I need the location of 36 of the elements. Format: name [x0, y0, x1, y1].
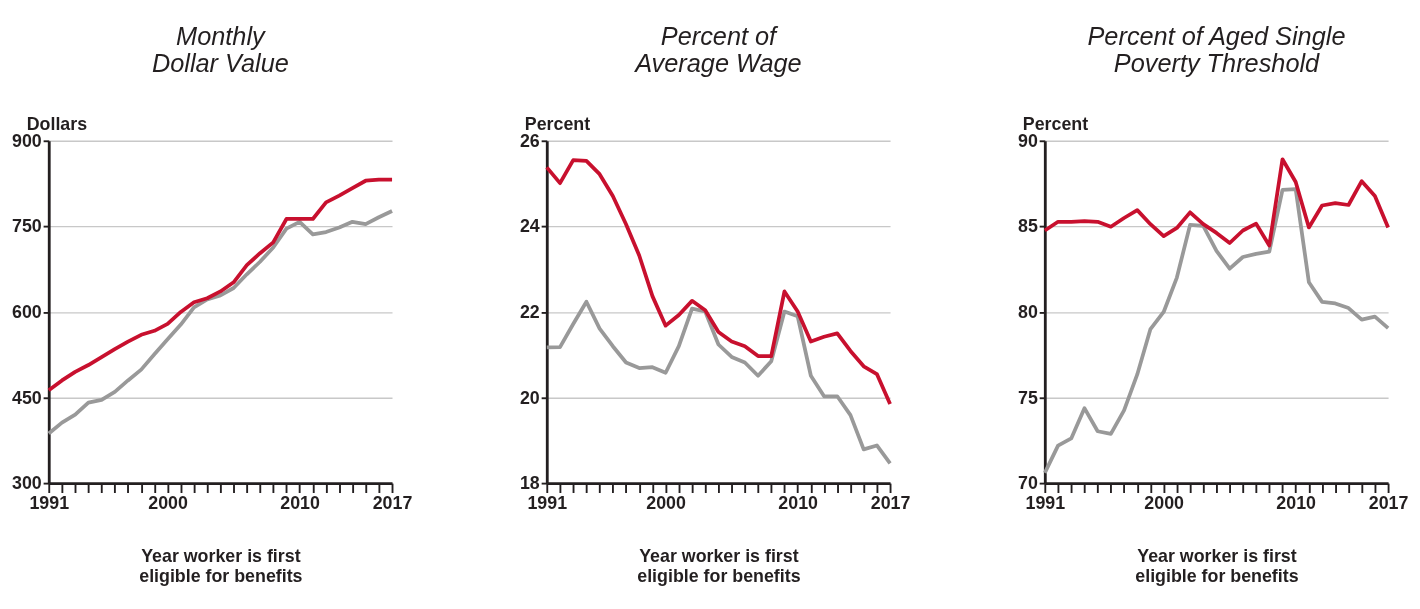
y-tick-label: 600	[12, 302, 42, 323]
x-tick-label: 2000	[646, 492, 686, 513]
x-tick-label: 1991	[527, 492, 568, 513]
x-tick-label: 2017	[372, 492, 413, 513]
y-tick-label: 24	[519, 216, 540, 237]
y-tick-label: 80	[1017, 302, 1038, 323]
y-tick-label: 450	[12, 387, 42, 408]
line-series	[1042, 157, 1390, 248]
x-tick-label: 2010	[280, 492, 320, 513]
chart-title: Monthly Dollar Value	[151, 22, 289, 78]
y-tick-label: 22	[519, 302, 540, 323]
x-tick-label: 2010	[778, 492, 819, 513]
x-tick-label: 2000	[1144, 492, 1185, 513]
x-axis-title: Year worker is first eligible for benefits	[637, 546, 801, 587]
chart-title: Percent of Average Wage	[633, 22, 802, 78]
line-series	[544, 158, 892, 406]
line-series	[1042, 187, 1390, 475]
x-tick-label: 2010	[1276, 492, 1317, 513]
chart-title: Percent of Aged Single Poverty Threshold	[1087, 22, 1346, 78]
y-tick-label: 85	[1017, 216, 1038, 237]
line-series	[46, 177, 394, 393]
y-tick-label: 750	[12, 216, 42, 237]
x-tick-label: 2017	[1368, 492, 1409, 513]
y-tick-label: 300	[12, 473, 42, 494]
line-series	[46, 209, 394, 436]
y-tick-label: 18	[519, 473, 540, 494]
x-tick-label: 2000	[148, 492, 188, 513]
y-tick-label: 20	[519, 387, 540, 408]
x-tick-label: 1991	[1025, 492, 1066, 513]
x-tick-label: 1991	[29, 492, 70, 513]
line-series	[544, 299, 892, 466]
x-axis-title: Year worker is first eligible for benefits	[1135, 546, 1299, 587]
y-tick-label: 70	[1017, 473, 1038, 494]
y-tick-label: 75	[1017, 387, 1038, 408]
x-axis-title: Year worker is first eligible for benefits	[139, 546, 303, 587]
x-tick-label: 2017	[870, 492, 911, 513]
